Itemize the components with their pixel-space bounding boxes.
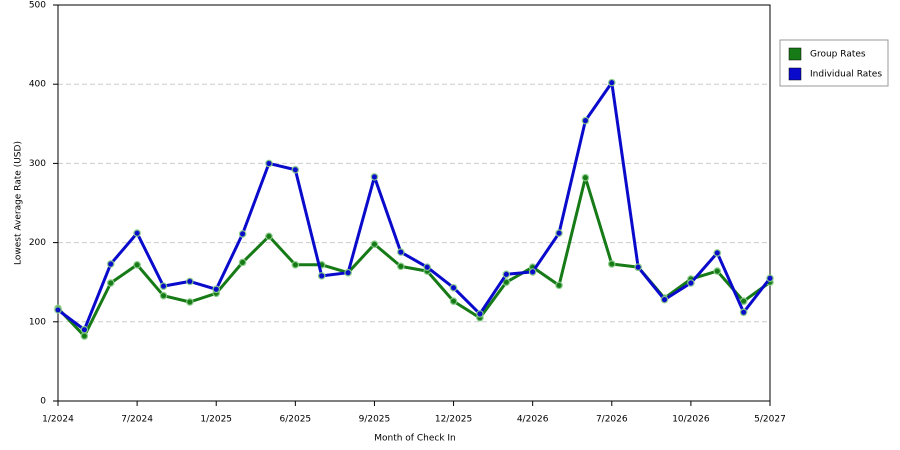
data-point — [449, 297, 458, 306]
x-tick-label: 7/2024 — [121, 415, 153, 425]
data-point — [581, 116, 590, 125]
x-tick-label: 9/2025 — [359, 415, 391, 425]
legend-label: Group Rates — [810, 50, 866, 60]
data-point — [370, 173, 379, 181]
legend-label: Individual Rates — [810, 70, 882, 80]
series-line — [56, 176, 771, 338]
series-line — [57, 81, 772, 332]
data-point — [159, 291, 168, 300]
data-point — [555, 281, 563, 290]
data-point — [502, 270, 511, 279]
x-tick-label: 7/2026 — [596, 415, 628, 425]
data-point — [607, 78, 616, 87]
x-tick-label: 1/2025 — [200, 415, 232, 425]
x-tick-label: 6/2025 — [279, 415, 311, 425]
plot-frame — [57, 4, 771, 402]
data-point — [713, 267, 722, 275]
y-tick-label: 500 — [29, 1, 46, 11]
data-point — [687, 279, 695, 287]
x-tick-label: 12/2025 — [435, 415, 472, 425]
data-point — [80, 325, 89, 334]
y-tick-label: 300 — [29, 159, 46, 169]
data-point — [238, 258, 247, 267]
data-point — [634, 263, 642, 271]
data-point — [449, 283, 458, 292]
data-point — [133, 260, 141, 269]
data-point — [607, 260, 616, 268]
y-tick-label: 200 — [29, 238, 46, 248]
data-point — [581, 173, 590, 182]
data-point — [106, 279, 115, 287]
data-point — [397, 262, 405, 271]
y-tick-label: 0 — [40, 397, 46, 407]
legend-swatch — [788, 67, 802, 81]
data-point — [291, 260, 300, 269]
data-point — [238, 230, 247, 238]
data-point — [739, 297, 748, 306]
data-point — [186, 277, 194, 286]
data-point — [54, 306, 62, 314]
x-tick-label: 4/2026 — [517, 415, 549, 425]
data-point — [212, 285, 221, 294]
data-point — [555, 229, 563, 237]
data-point — [476, 310, 484, 318]
data-point — [739, 308, 748, 317]
y-tick-label: 400 — [29, 80, 46, 90]
data-point — [265, 232, 273, 241]
data-point — [133, 229, 141, 237]
data-point — [80, 332, 89, 340]
y-axis-label: Lowest Average Rate (USD) — [14, 141, 24, 265]
x-tick-label: 1/2024 — [42, 415, 74, 425]
data-point — [423, 263, 431, 271]
legend-swatch — [788, 47, 802, 61]
data-point — [344, 268, 352, 277]
x-tick-label: 5/2027 — [754, 415, 786, 425]
data-point — [291, 165, 300, 174]
data-point — [766, 274, 774, 283]
data-point — [317, 272, 326, 280]
data-point — [186, 298, 194, 306]
x-axis-label: Month of Check In — [374, 434, 456, 444]
data-point — [265, 159, 273, 168]
data-point — [370, 240, 379, 248]
y-tick-label: 100 — [29, 317, 46, 327]
data-point — [713, 249, 722, 257]
data-point — [159, 282, 168, 290]
x-tick-label: 10/2026 — [672, 415, 710, 425]
data-point — [502, 278, 511, 287]
data-point — [106, 260, 115, 268]
data-point — [660, 295, 669, 304]
data-point — [528, 268, 537, 276]
data-point — [397, 248, 405, 256]
